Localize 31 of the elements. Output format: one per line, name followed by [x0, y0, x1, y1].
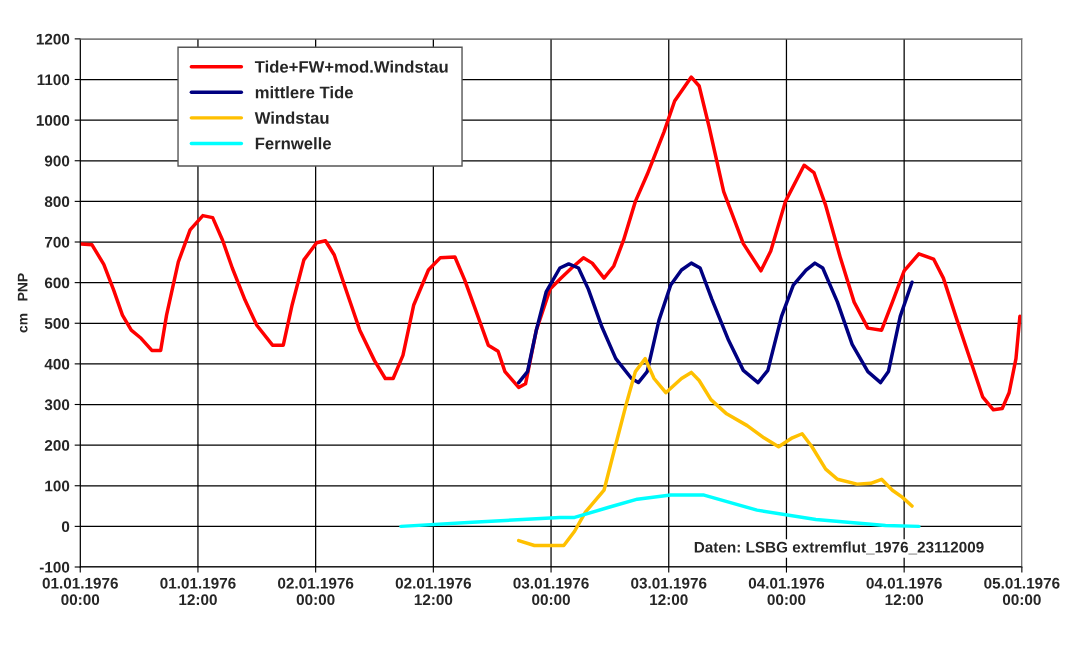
y-tick-label: 1100 — [37, 74, 70, 86]
y-axis-title: cm PNP — [17, 273, 28, 333]
x-tick-label: 01.01.1976 00:00 — [42, 577, 118, 606]
legend-label: Windstau — [254, 111, 329, 124]
y-tick-label: -100 — [39, 561, 70, 573]
y-tick-label: 0 — [61, 521, 70, 533]
y-tick-label: 600 — [44, 277, 70, 289]
annotation: Daten: LSBG extremflut_1976_23112009 — [694, 541, 984, 555]
legend-label: mittlere Tide — [255, 86, 353, 99]
y-tick-label: 700 — [45, 236, 70, 248]
x-tick-label: 03.01.1976 12:00 — [631, 577, 707, 606]
x-tick-label: 01.01.1976 12:00 — [160, 577, 236, 606]
y-tick-label: 1200 — [36, 33, 70, 45]
legend-label: Tide+FW+mod.Windstau — [254, 60, 448, 73]
x-tick-label: 04.01.1976 00:00 — [748, 577, 825, 606]
line-series — [516, 261, 914, 385]
legend-label: Fernwelle — [255, 137, 332, 150]
x-tick-label: 05.01.1976 00:00 — [984, 577, 1060, 606]
y-tick-label: 1000 — [36, 115, 70, 126]
line-series — [399, 493, 921, 529]
x-tick-label: 04.01.1976 12:00 — [866, 577, 942, 606]
x-tick-label: 02.01.1976 12:00 — [395, 577, 472, 606]
y-tick-label: 400 — [44, 358, 70, 370]
y-tick-label: 300 — [44, 399, 70, 411]
y-tick-label: 900 — [44, 155, 70, 167]
x-tick-label: 02.01.1976 00:00 — [278, 577, 354, 606]
y-tick-label: 100 — [45, 480, 70, 492]
y-tick-label: 500 — [44, 318, 70, 329]
y-tick-label: 800 — [44, 196, 70, 208]
y-tick-label: 200 — [44, 439, 70, 451]
x-tick-label: 03.01.1976 00:00 — [513, 577, 589, 606]
